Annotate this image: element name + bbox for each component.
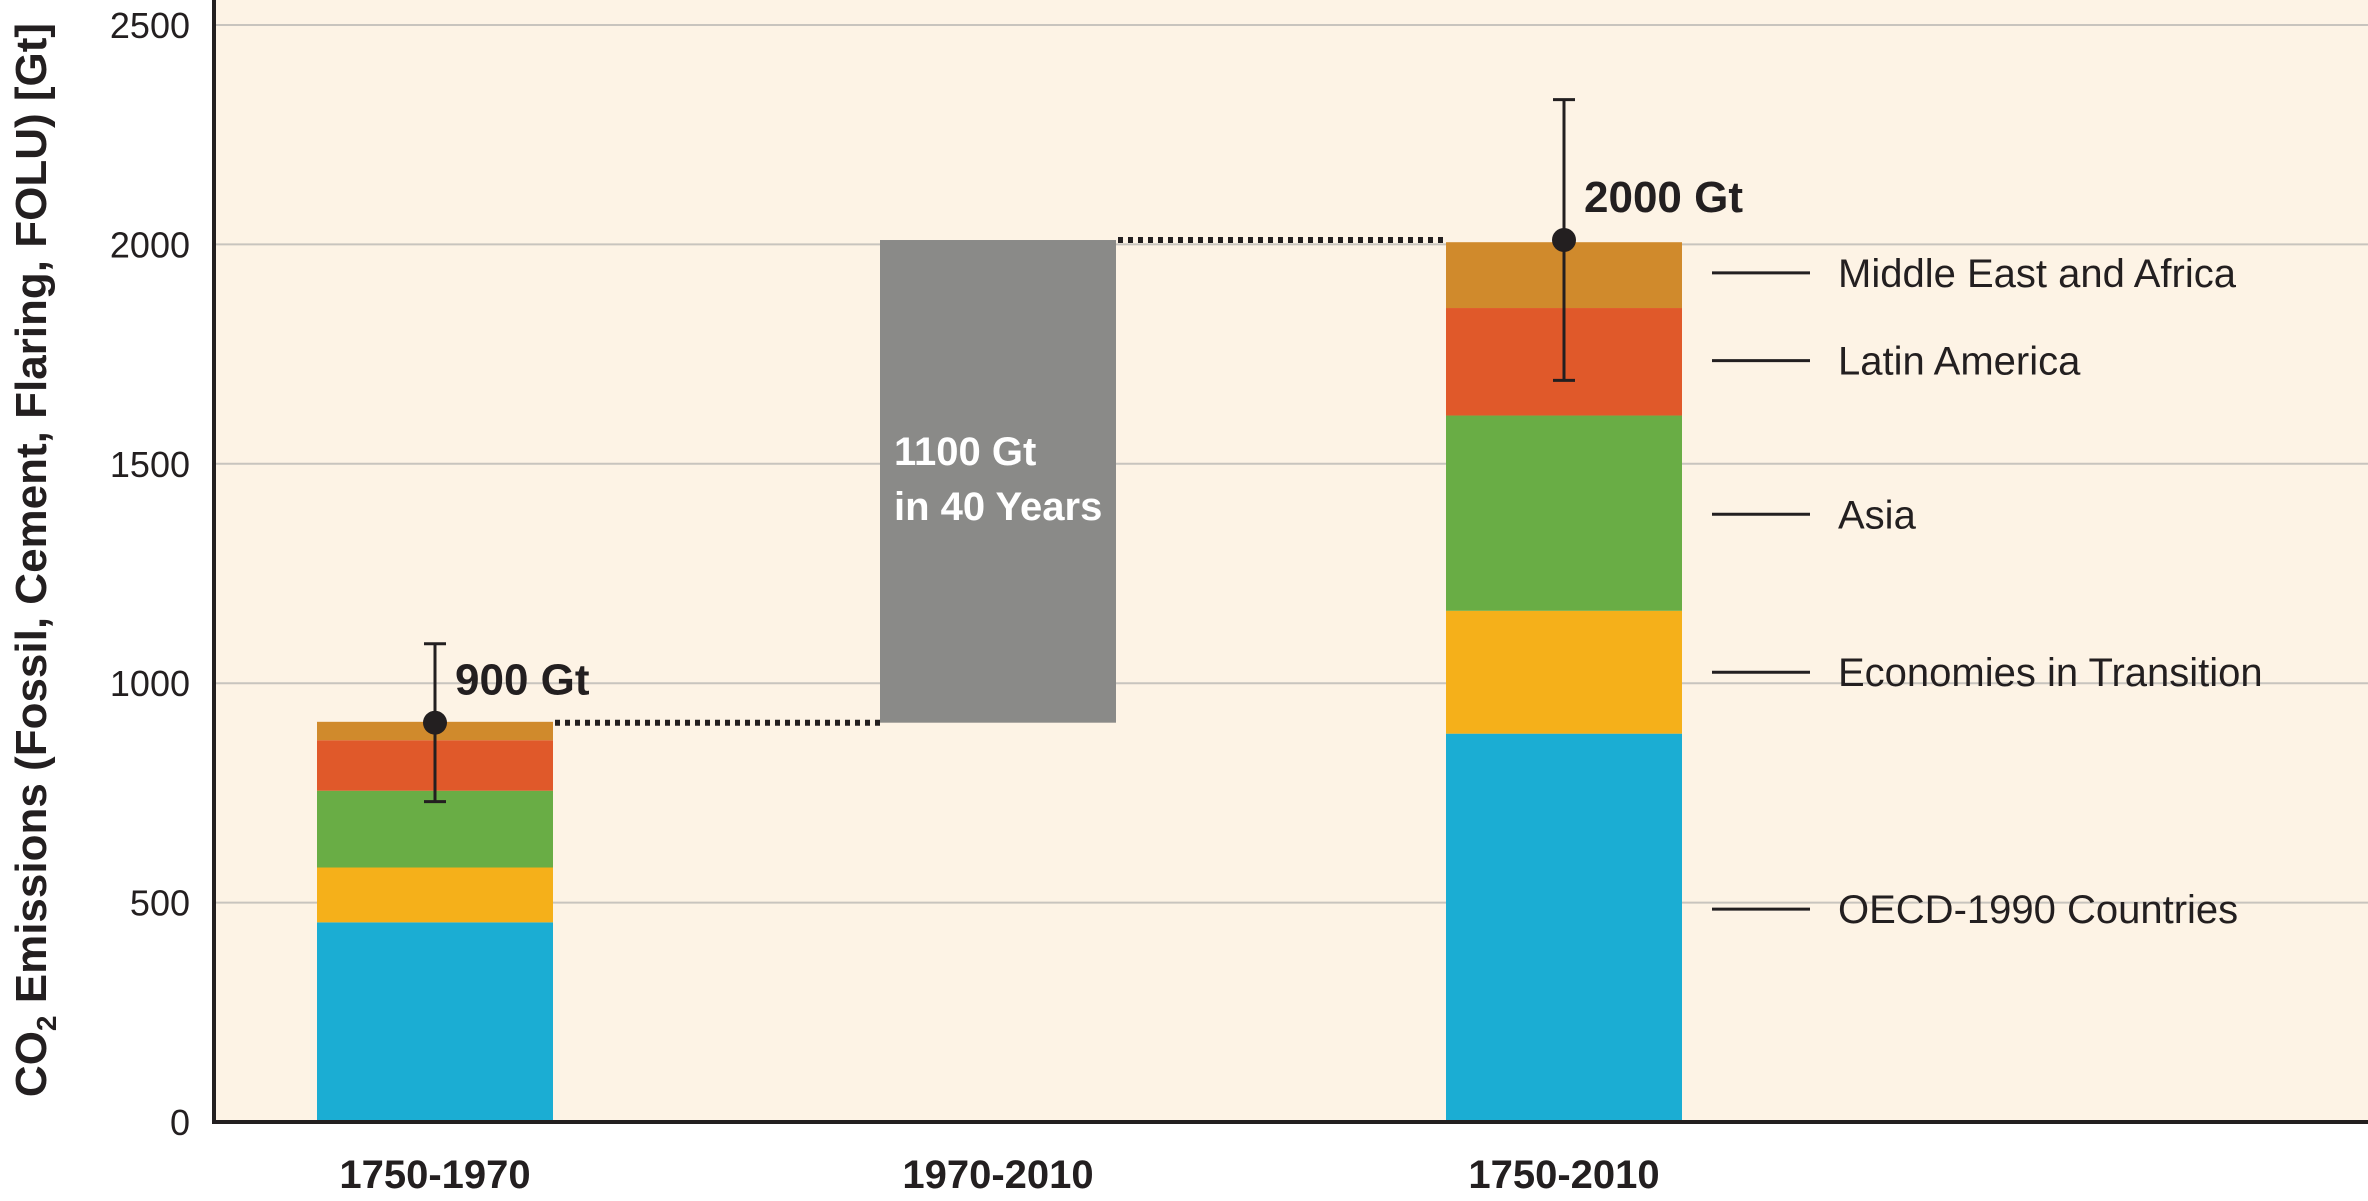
x-category-label: 1750-1970 <box>339 1153 530 1197</box>
y-tick-label: 1500 <box>110 444 190 485</box>
legend: Middle East and Africa Latin America Asia E… <box>1712 252 2263 932</box>
bar-segment <box>317 867 553 923</box>
y-axis-label-sub: 2 <box>31 1015 62 1031</box>
y-axis-label-pre: CO <box>7 1031 56 1097</box>
legend-label: OECD-1990 Countries <box>1838 888 2238 932</box>
legend-label: Asia <box>1838 493 1917 537</box>
legend-label: Middle East and Africa <box>1838 252 2237 296</box>
connectors <box>555 237 1446 726</box>
plot-background <box>214 0 2368 1122</box>
bar-segment <box>1446 610 1682 734</box>
error-bars <box>423 98 1576 804</box>
x-category-label: 1750-2010 <box>1468 1153 1659 1197</box>
y-tick-label: 1000 <box>110 663 190 704</box>
x-category-label: 1970-2010 <box>902 1153 1093 1197</box>
total-label: 2000 Gt <box>1584 173 1743 222</box>
legend-label: Economies in Transition <box>1838 651 2263 695</box>
increment-label: in 40 Years <box>894 485 1102 529</box>
total-marker <box>1552 228 1576 253</box>
labels: 0 500 1000 1500 2000 2500 1100 Gt in 40 Years 90… <box>110 5 1743 1197</box>
total-marker <box>423 710 447 735</box>
y-tick-label: 2000 <box>110 224 190 265</box>
total-label: 900 Gt <box>455 656 590 705</box>
y-tick-label: 0 <box>170 1102 190 1143</box>
axes <box>212 0 2368 1124</box>
bar-segment <box>1446 415 1682 611</box>
bar-segment <box>317 790 553 868</box>
grid <box>214 24 2368 904</box>
increment-bar <box>880 240 1116 723</box>
legend-label: Latin America <box>1838 340 2081 384</box>
y-axis-label-post: Emissions (Fossil, Cement, Flaring, FOLU… <box>7 23 56 1016</box>
bars <box>317 240 1682 1122</box>
increment-label: 1100 Gt <box>894 430 1036 474</box>
bar-segment <box>1446 733 1682 1122</box>
y-tick-label: 500 <box>130 883 190 924</box>
bar-segment <box>317 922 553 1122</box>
y-tick-label: 2500 <box>110 5 190 46</box>
y-axis-label: CO2 Emissions (Fossil, Cement, Flaring, … <box>7 23 62 1097</box>
